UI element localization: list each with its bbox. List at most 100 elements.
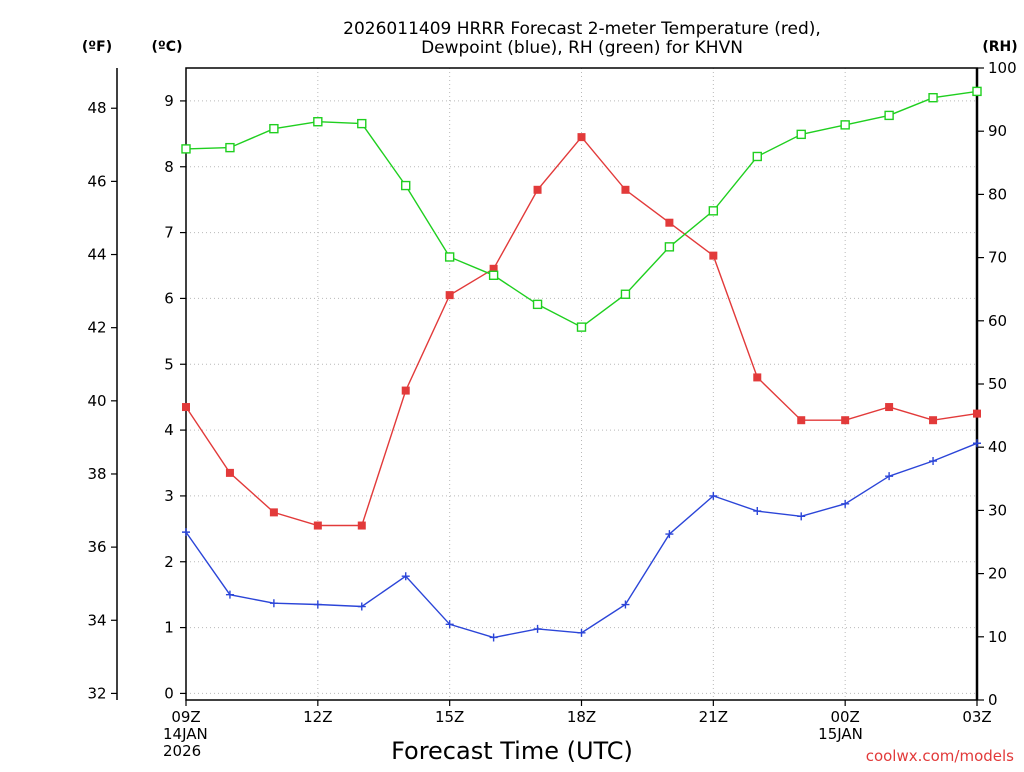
x-tick-label: 00Z (830, 708, 859, 726)
celsius-tick-label: 9 (164, 92, 174, 110)
x-tick-label: 2026 (163, 742, 201, 760)
dewpoint-data-point (313, 600, 322, 609)
x-tick-label: 15JAN (818, 725, 863, 743)
rh-tick-label: 100 (988, 59, 1017, 77)
temperature-data-point (533, 185, 542, 194)
temperature-data-point (709, 251, 718, 260)
rh-tick-label: 30 (988, 501, 1007, 519)
rh-data-point (664, 242, 675, 252)
rh-data-point (620, 289, 631, 299)
rh-data-point (708, 206, 719, 216)
celsius-tick-label: 1 (164, 619, 174, 637)
credit-text: coolwx.com/models (866, 747, 1014, 765)
x-tick-label: 14JAN (163, 725, 208, 743)
rh-tick-label: 90 (988, 122, 1007, 140)
fahrenheit-tick-label: 38 (87, 465, 106, 483)
x-tick-label: 12Z (303, 708, 332, 726)
dewpoint-data-point (885, 472, 894, 481)
temperature-data-point (269, 508, 278, 517)
celsius-tick-label: 6 (164, 289, 174, 307)
temperature-data-point (577, 133, 586, 142)
rh-data-point (225, 142, 235, 153)
temperature-data-point (973, 409, 981, 418)
temperature-data-point (665, 218, 674, 227)
celsius-tick-label: 3 (164, 487, 174, 505)
dewpoint-data-point (929, 457, 938, 466)
rh-tick-label: 10 (988, 628, 1007, 646)
rh-tick-label: 80 (988, 185, 1007, 203)
dewpoint-data-point (182, 528, 190, 537)
temperature-data-point (489, 264, 498, 273)
temperature-data-point (753, 373, 762, 382)
rh-tick-label: 50 (988, 375, 1007, 393)
dewpoint-data-point (841, 499, 850, 508)
rh-tick-label: 60 (988, 312, 1007, 330)
dewpoint-data-point (225, 590, 234, 599)
x-tick-label: 15Z (435, 708, 464, 726)
dewpoint-data-point (489, 633, 498, 642)
temperature-data-point (182, 403, 190, 412)
temperature-data-point (621, 185, 630, 194)
dewpoint-data-point (797, 512, 806, 521)
chart-title-line-1: 2026011409 HRRR Forecast 2-meter Tempera… (343, 19, 821, 39)
temperature-data-point (401, 386, 410, 395)
x-tick-label: 21Z (699, 708, 728, 726)
dewpoint-data-point (973, 439, 981, 448)
dewpoint-data-point (621, 600, 630, 609)
dewpoint-data-point (753, 507, 762, 516)
fahrenheit-tick-label: 34 (87, 611, 106, 629)
fahrenheit-tick-label: 42 (87, 319, 106, 337)
rh-tick-label: 40 (988, 438, 1007, 456)
dewpoint-data-point (709, 491, 718, 500)
celsius-tick-label: 0 (164, 684, 174, 702)
temperature-data-point (313, 521, 322, 530)
fahrenheit-tick-label: 32 (87, 684, 106, 702)
x-axis-label: Forecast Time (UTC) (391, 737, 633, 765)
rh-data-point (313, 117, 323, 127)
fahrenheit-tick-label: 40 (87, 392, 106, 410)
dewpoint-data-point (401, 572, 410, 581)
rh-data-point (752, 151, 762, 162)
temperature-data-point (797, 416, 806, 425)
fahrenheit-tick-label: 48 (87, 99, 106, 117)
x-tick-label: 03Z (962, 708, 991, 726)
fahrenheit-tick-label: 44 (87, 246, 106, 264)
rh-data-point (972, 86, 982, 97)
rh-data-point (576, 322, 587, 332)
rh-data-point (532, 299, 543, 310)
celsius-tick-label: 7 (164, 224, 174, 242)
chart-title-line-2: Dewpoint (blue), RH (green) for KHVN (421, 38, 743, 58)
dewpoint-data-point (357, 602, 366, 611)
rh-data-point (928, 93, 938, 103)
rh-series-line (185, 90, 978, 328)
celsius-tick-label: 4 (164, 421, 174, 439)
rh-data-point (444, 252, 455, 262)
celsius-unit-label: (ºC) (152, 39, 183, 55)
rh-tick-label: 0 (988, 691, 998, 709)
rh-data-point (884, 110, 894, 121)
celsius-tick-label: 2 (164, 553, 174, 571)
rh-data-point (401, 180, 411, 191)
fahrenheit-tick-label: 46 (87, 172, 106, 190)
temperature-data-point (357, 521, 366, 530)
temperature-data-point (445, 291, 454, 300)
rh-data-point (269, 123, 279, 134)
temperature-data-point (929, 416, 938, 425)
temperature-data-point (225, 468, 234, 477)
rh-data-point (488, 270, 499, 280)
temperature-data-point (885, 403, 894, 412)
x-tick-label: 09Z (171, 708, 200, 726)
rh-tick-label: 20 (988, 565, 1007, 583)
fahrenheit-unit-label: (ºF) (82, 39, 112, 55)
rh-unit-label: (RH) (982, 39, 1017, 55)
rh-data-point (181, 144, 191, 154)
fahrenheit-tick-label: 36 (87, 538, 106, 556)
x-tick-label: 18Z (567, 708, 596, 726)
celsius-tick-label: 5 (164, 355, 174, 373)
dewpoint-data-point (533, 624, 542, 633)
dewpoint-data-point (445, 620, 454, 629)
dewpoint-data-point (665, 530, 674, 539)
rh-data-point (796, 129, 806, 140)
